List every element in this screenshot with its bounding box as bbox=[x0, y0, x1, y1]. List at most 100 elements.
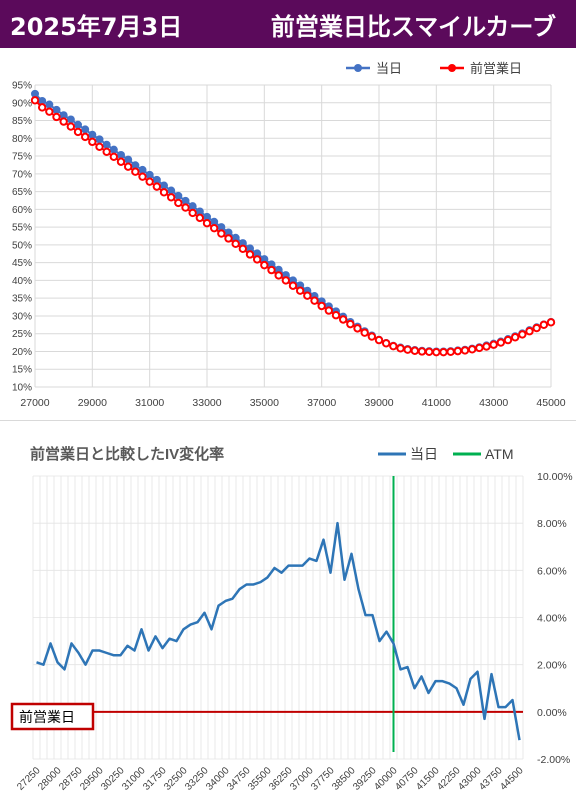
data-point bbox=[160, 181, 168, 190]
y-tick-label: -2.00% bbox=[537, 754, 570, 766]
data-point bbox=[367, 332, 377, 341]
header-bar: 2025年7月3日 前営業日比スマイルカーブ bbox=[0, 0, 576, 48]
data-point bbox=[88, 137, 97, 147]
data-point bbox=[303, 291, 312, 300]
data-point bbox=[410, 346, 420, 355]
data-point bbox=[188, 208, 197, 218]
iv-x-ticks: 2725028000287502950030250310003175032500… bbox=[15, 765, 526, 793]
data-point bbox=[38, 96, 47, 105]
data-point bbox=[210, 217, 219, 226]
data-point bbox=[102, 140, 111, 149]
data-point bbox=[439, 347, 448, 357]
data-point bbox=[167, 186, 176, 195]
smile-y-ticks: 10% 15% 20% 25% 30% 35% 40% 45% 50% 55% 60% 65% 70% 7… bbox=[12, 81, 32, 394]
data-point bbox=[159, 188, 169, 197]
legend-today-label: 当日 bbox=[410, 446, 438, 462]
data-point bbox=[131, 167, 140, 176]
data-point bbox=[253, 249, 262, 258]
x-tick-label: 33000 bbox=[192, 397, 221, 409]
y-tick-label: 15% bbox=[12, 365, 32, 376]
data-point bbox=[174, 191, 183, 200]
data-point bbox=[288, 281, 298, 290]
data-point bbox=[145, 170, 154, 179]
data-point bbox=[475, 343, 484, 353]
smile-series bbox=[30, 89, 556, 357]
x-tick-label: 44500 bbox=[498, 765, 526, 793]
data-point bbox=[66, 115, 75, 124]
y-tick-label: 30% bbox=[12, 311, 32, 322]
data-point bbox=[482, 342, 491, 351]
y-tick-label: 10.00% bbox=[537, 471, 573, 483]
series-line bbox=[34, 93, 552, 353]
data-point bbox=[31, 89, 39, 98]
legend-marker-prev bbox=[448, 64, 456, 72]
data-point bbox=[59, 111, 68, 120]
data-point bbox=[102, 147, 111, 156]
data-point bbox=[446, 347, 455, 357]
data-point bbox=[238, 244, 248, 253]
x-tick-label: 29000 bbox=[78, 397, 107, 409]
data-point bbox=[295, 286, 305, 295]
data-point bbox=[45, 107, 54, 116]
iv-series bbox=[13, 476, 523, 752]
smile-curve-chart: 10% 15% 20% 25% 30% 35% 40% 45% 50% 55% 60% 65% 70% 7… bbox=[12, 61, 566, 409]
report-title: 前営業日比スマイルカーブ bbox=[270, 13, 556, 41]
data-point bbox=[59, 117, 68, 126]
data-point bbox=[224, 228, 233, 237]
data-point bbox=[260, 255, 269, 264]
y-tick-label: 50% bbox=[12, 240, 32, 251]
data-point bbox=[432, 347, 441, 357]
y-tick-label: 80% bbox=[12, 134, 32, 145]
y-tick-label: 90% bbox=[12, 98, 32, 109]
data-point bbox=[381, 339, 391, 348]
data-point bbox=[95, 142, 104, 152]
data-point bbox=[195, 213, 205, 223]
y-tick-label: 40% bbox=[12, 276, 32, 287]
data-point bbox=[224, 234, 233, 243]
y-tick-label: 4.00% bbox=[537, 613, 567, 625]
data-point bbox=[109, 152, 119, 161]
data-point bbox=[324, 306, 334, 315]
data-point bbox=[88, 130, 97, 139]
data-point bbox=[217, 223, 226, 232]
data-point bbox=[181, 196, 190, 205]
legend-atm-label: ATM bbox=[485, 446, 514, 462]
y-tick-label: 25% bbox=[12, 329, 32, 340]
x-tick-label: 45000 bbox=[536, 397, 565, 409]
y-tick-label: 20% bbox=[12, 347, 32, 358]
data-point bbox=[331, 311, 341, 320]
data-point bbox=[52, 105, 61, 114]
y-tick-label: 65% bbox=[12, 187, 32, 198]
prev-day-annotation: 前営業日 bbox=[10, 702, 95, 731]
data-point bbox=[317, 301, 326, 311]
data-point bbox=[95, 135, 104, 144]
data-point bbox=[174, 198, 183, 208]
x-tick-label: 35000 bbox=[250, 397, 279, 409]
legend-marker-today bbox=[354, 64, 362, 72]
data-point bbox=[539, 320, 549, 330]
data-point bbox=[123, 162, 133, 171]
data-point bbox=[518, 330, 527, 339]
data-point bbox=[546, 318, 556, 327]
data-point bbox=[403, 345, 412, 354]
data-point bbox=[260, 260, 269, 270]
y-tick-label: 2.00% bbox=[537, 660, 567, 672]
data-point bbox=[109, 145, 118, 154]
y-tick-label: 55% bbox=[12, 223, 32, 234]
data-point bbox=[281, 276, 291, 285]
data-point bbox=[138, 165, 147, 174]
y-tick-label: 6.00% bbox=[537, 565, 567, 577]
data-point bbox=[460, 346, 470, 355]
data-point bbox=[245, 250, 255, 259]
iv-grid bbox=[32, 475, 524, 760]
y-tick-label: 75% bbox=[12, 152, 32, 163]
data-point bbox=[510, 333, 520, 342]
x-tick-label: 31000 bbox=[135, 397, 164, 409]
y-tick-label: 70% bbox=[12, 169, 32, 180]
data-point bbox=[181, 203, 190, 212]
data-point bbox=[138, 172, 147, 181]
data-point bbox=[145, 177, 154, 186]
smile-grid bbox=[34, 84, 552, 388]
data-point bbox=[346, 319, 355, 329]
data-point bbox=[252, 255, 262, 264]
